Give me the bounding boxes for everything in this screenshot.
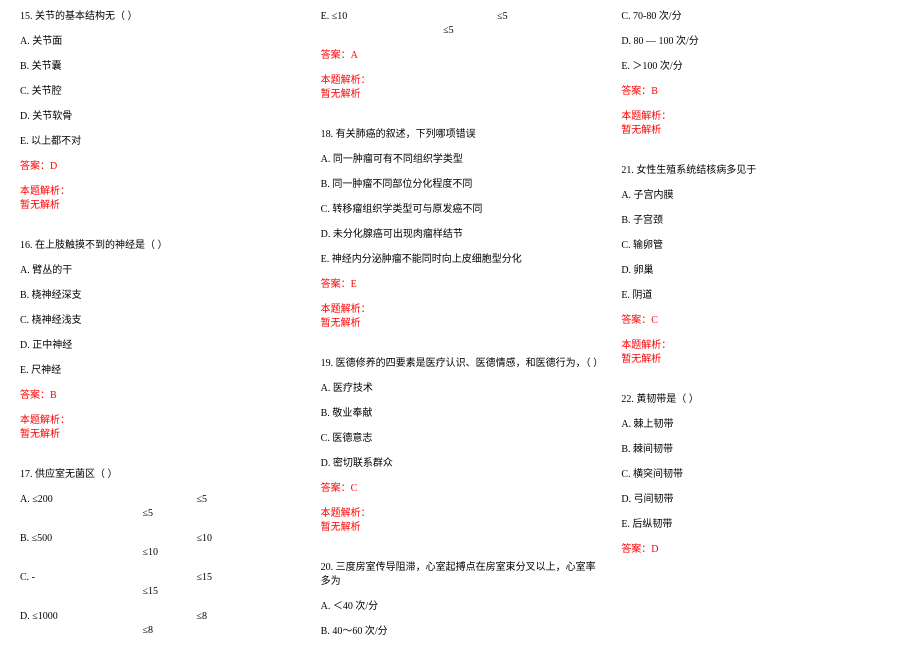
q17-opt-d: D. ≤1000 ≤8 ≤8	[20, 610, 303, 638]
cell: ≤15	[143, 585, 169, 599]
analysis-label: 本题解析：	[621, 110, 904, 124]
q15-stem: 15. 关节的基本结构无（ ）	[20, 10, 303, 24]
q18-opt-c: C. 转移瘤组织学类型可与原发癌不同	[321, 203, 604, 217]
q20-answer: 答案：B	[621, 85, 904, 99]
q16-opt-d: D. 正中神经	[20, 339, 303, 353]
q16-opt-a: A. 臂丛的干	[20, 264, 303, 278]
q21-opt-a: A. 子宫内膜	[621, 189, 904, 203]
q21-answer: 答案：C	[621, 314, 904, 328]
q19-opt-b: B. 敬业奉献	[321, 407, 604, 421]
q17-opt-e: E. ≤10 ≤5 ≤5	[321, 10, 604, 38]
analysis-body: 暂无解析	[621, 353, 904, 367]
analysis-body: 暂无解析	[20, 199, 303, 213]
q20-stem: 20. 三度房室传导阻滞，心室起搏点在房室束分叉以上，心室率多为	[321, 561, 604, 589]
q21-opt-b: B. 子宫颈	[621, 214, 904, 228]
analysis-label: 本题解析：	[321, 74, 604, 88]
cell: ≤5	[143, 507, 169, 521]
cell: B. ≤500	[20, 532, 74, 546]
q15-opt-c: C. 关节腔	[20, 85, 303, 99]
analysis-body: 暂无解析	[20, 428, 303, 442]
q17-opt-c: C. - ≤15 ≤15	[20, 571, 303, 599]
cell: ≤8	[197, 610, 263, 624]
q22-answer: 答案：D	[621, 543, 904, 557]
cell: D. ≤1000	[20, 610, 74, 624]
q22-opt-e: E. 后纵韧带	[621, 518, 904, 532]
q20-opt-b: B. 40～60 次/分	[321, 625, 604, 639]
q16-opt-c: C. 桡神经浅支	[20, 314, 303, 328]
q20-opt-e: E. ＞100 次/分	[621, 60, 904, 74]
q16-answer: 答案：B	[20, 389, 303, 403]
q15-answer: 答案：D	[20, 160, 303, 174]
q21-analysis: 本题解析： 暂无解析	[621, 339, 904, 367]
cell: ≤15	[197, 571, 263, 585]
q21-opt-d: D. 卵巢	[621, 264, 904, 278]
cell: E. ≤10	[321, 10, 375, 24]
q16-stem: 16. 在上肢触摸不到的神经是（ ）	[20, 239, 303, 253]
q19-opt-d: D. 密切联系群众	[321, 457, 604, 471]
q15-opt-e: E. 以上都不对	[20, 135, 303, 149]
analysis-body: 暂无解析	[321, 88, 604, 102]
q18-opt-a: A. 同一肿瘤可有不同组织学类型	[321, 153, 604, 167]
q22-opt-a: A. 棘上韧带	[621, 418, 904, 432]
q18-opt-d: D. 未分化腺癌可出现肉瘤样结节	[321, 228, 604, 242]
q18-opt-b: B. 同一肿瘤不同部位分化程度不同	[321, 178, 604, 192]
analysis-label: 本题解析：	[621, 339, 904, 353]
q19-answer: 答案：C	[321, 482, 604, 496]
cell: C. -	[20, 571, 74, 585]
q19-opt-a: A. 医疗技术	[321, 382, 604, 396]
q18-stem: 18. 有关肺癌的叙述，下列哪项错误	[321, 128, 604, 142]
q22-opt-d: D. 弓间韧带	[621, 493, 904, 507]
q20-opt-c: C. 70-80 次/分	[621, 10, 904, 24]
q20-opt-d: D. 80 — 100 次/分	[621, 35, 904, 49]
analysis-label: 本题解析：	[20, 414, 303, 428]
q20-opt-a: A. ＜40 次/分	[321, 600, 604, 614]
q17-opt-b: B. ≤500 ≤10 ≤10	[20, 532, 303, 560]
q16-opt-e: E. 尺神经	[20, 364, 303, 378]
exam-page: 15. 关节的基本结构无（ ） A. 关节面 B. 关节囊 C. 关节腔 D. …	[0, 0, 920, 651]
q16-analysis: 本题解析： 暂无解析	[20, 414, 303, 442]
q16-opt-b: B. 桡神经深支	[20, 289, 303, 303]
q21-opt-e: E. 阴道	[621, 289, 904, 303]
analysis-label: 本题解析：	[20, 185, 303, 199]
q18-analysis: 本题解析： 暂无解析	[321, 303, 604, 331]
q21-stem: 21. 女性生殖系统结核病多见于	[621, 164, 904, 178]
q22-stem: 22. 黄韧带是（ ）	[621, 393, 904, 407]
q17-answer: 答案：A	[321, 49, 604, 63]
q17-stem: 17. 供应室无菌区（ ）	[20, 468, 303, 482]
cell: ≤5	[197, 493, 263, 507]
analysis-body: 暂无解析	[321, 317, 604, 331]
cell: ≤5	[443, 24, 469, 38]
analysis-label: 本题解析：	[321, 507, 604, 521]
cell: ≤8	[143, 624, 169, 638]
q15-opt-d: D. 关节软骨	[20, 110, 303, 124]
q20-analysis: 本题解析： 暂无解析	[621, 110, 904, 138]
q15-analysis: 本题解析： 暂无解析	[20, 185, 303, 213]
q17-analysis: 本题解析： 暂无解析	[321, 74, 604, 102]
cell: ≤10	[143, 546, 169, 560]
q18-answer: 答案：E	[321, 278, 604, 292]
q22-opt-b: B. 棘间韧带	[621, 443, 904, 457]
q15-opt-b: B. 关节囊	[20, 60, 303, 74]
cell: ≤5	[497, 10, 563, 24]
analysis-body: 暂无解析	[321, 521, 604, 535]
q19-stem: 19. 医德修养的四要素是医疗认识、医德情感，和医德行为，（ ）	[321, 357, 604, 371]
cell: A. ≤200	[20, 493, 74, 507]
q19-analysis: 本题解析： 暂无解析	[321, 507, 604, 535]
q19-opt-c: C. 医德意志	[321, 432, 604, 446]
cell: ≤10	[197, 532, 263, 546]
analysis-label: 本题解析：	[321, 303, 604, 317]
q15-opt-a: A. 关节面	[20, 35, 303, 49]
q17-opt-a: A. ≤200 ≤5 ≤5	[20, 493, 303, 521]
analysis-body: 暂无解析	[621, 124, 904, 138]
q21-opt-c: C. 输卵管	[621, 239, 904, 253]
q18-opt-e: E. 神经内分泌肿瘤不能同时向上皮细胞型分化	[321, 253, 604, 267]
q22-opt-c: C. 横突间韧带	[621, 468, 904, 482]
